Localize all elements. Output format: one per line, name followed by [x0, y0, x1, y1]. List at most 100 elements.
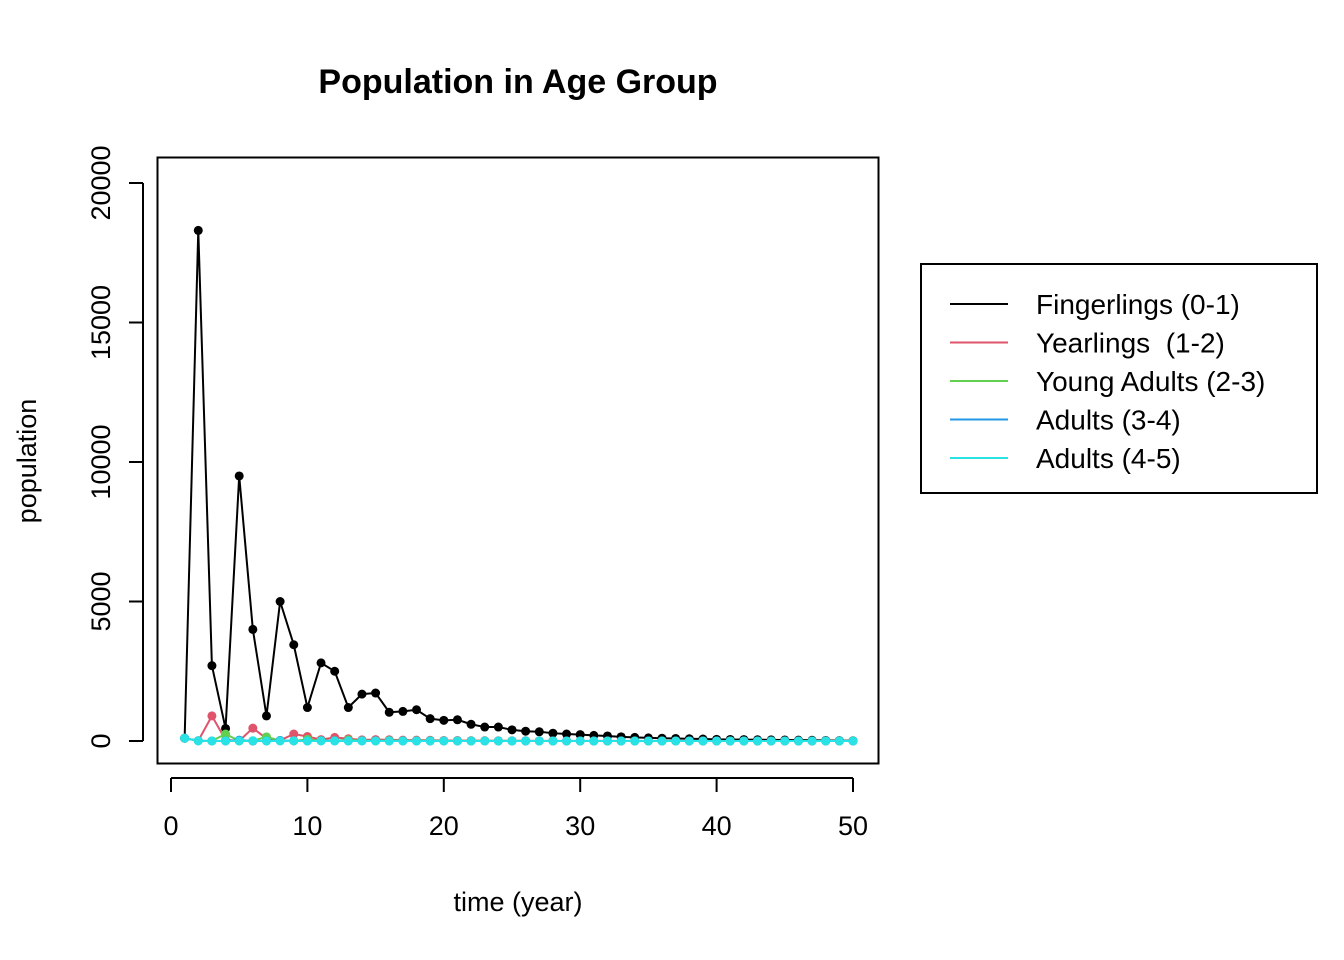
legend-label: Fingerlings (0-1)	[1036, 289, 1240, 320]
legend-label: Adults (3-4)	[1036, 405, 1181, 436]
data-point	[739, 736, 749, 746]
data-point	[521, 736, 531, 746]
data-point	[412, 705, 422, 715]
legend-label: Young Adults (2-3)	[1036, 366, 1265, 397]
data-point	[357, 689, 367, 699]
data-point	[575, 730, 585, 740]
data-point	[630, 736, 640, 746]
data-point	[343, 703, 353, 713]
data-point	[452, 715, 462, 725]
data-point	[507, 725, 517, 735]
data-point	[848, 736, 858, 746]
data-point	[439, 736, 449, 746]
legend: Fingerlings (0-1) Yearlings (1-2) Young Ad…	[920, 263, 1318, 494]
x-tick-label: 20	[429, 811, 459, 841]
x-tick-label: 10	[292, 811, 322, 841]
data-point	[289, 729, 299, 739]
data-point	[562, 736, 572, 746]
data-point	[589, 736, 599, 746]
legend-box	[920, 263, 1318, 494]
data-point	[193, 736, 203, 746]
series-line	[184, 713, 853, 742]
data-point	[384, 707, 394, 717]
data-point	[330, 666, 340, 676]
y-tick-label: 15000	[86, 285, 116, 360]
data-point	[834, 736, 844, 746]
chart-title: Population in Age Group	[318, 63, 717, 101]
data-point	[275, 736, 285, 746]
data-point	[493, 736, 503, 746]
y-tick-label: 10000	[86, 424, 116, 499]
x-tick-label: 0	[163, 811, 178, 841]
data-point	[671, 736, 681, 746]
data-point	[221, 729, 231, 739]
legend-label: Yearlings (1-2)	[1036, 328, 1225, 359]
data-point	[425, 714, 435, 724]
data-point	[548, 728, 558, 738]
data-point	[248, 723, 258, 733]
data-point	[452, 736, 462, 746]
data-point	[657, 736, 667, 746]
data-point	[316, 658, 326, 668]
data-point	[248, 736, 258, 746]
series-line	[183, 230, 854, 742]
y-tick-label: 20000	[86, 145, 116, 220]
data-point	[289, 736, 299, 746]
data-point	[193, 225, 203, 235]
data-point	[602, 736, 612, 746]
data-point	[439, 715, 449, 725]
x-tick-label: 50	[838, 811, 868, 841]
data-point	[180, 733, 190, 743]
data-point	[207, 711, 217, 721]
data-point	[753, 736, 763, 746]
data-point	[466, 719, 476, 729]
data-point	[302, 736, 312, 746]
data-point	[343, 736, 353, 746]
data-point	[398, 706, 408, 716]
data-point	[712, 736, 722, 746]
data-point	[425, 736, 435, 746]
data-point	[616, 736, 626, 746]
data-point	[412, 736, 422, 746]
data-point	[521, 726, 531, 736]
plot-frame	[156, 156, 880, 765]
data-point	[275, 597, 285, 606]
data-point	[493, 722, 503, 732]
data-point	[480, 736, 490, 746]
legend-label: Adults (4-5)	[1036, 443, 1181, 474]
data-point	[793, 736, 803, 746]
y-axis: 0 5000 10000 15000 20000	[86, 145, 144, 749]
data-point	[534, 727, 544, 737]
y-tick-label: 0	[86, 733, 116, 748]
data-point	[357, 736, 367, 746]
data-point	[234, 471, 244, 481]
series-group	[180, 733, 858, 746]
data-point	[371, 688, 381, 698]
data-point	[466, 736, 476, 746]
data-point	[780, 736, 790, 746]
x-tick-label: 30	[565, 811, 595, 841]
data-point	[643, 736, 653, 746]
data-point	[480, 722, 490, 732]
data-point	[302, 703, 312, 713]
data-point	[725, 736, 735, 746]
data-point	[534, 736, 544, 746]
data-point	[398, 736, 408, 746]
data-point	[684, 736, 694, 746]
y-axis-label: population	[12, 399, 42, 524]
data-point	[384, 736, 394, 746]
y-tick-label: 5000	[86, 571, 116, 631]
data-point	[289, 640, 299, 650]
data-point	[330, 736, 340, 746]
data-point	[507, 736, 517, 746]
data-point	[221, 736, 231, 746]
data-point	[261, 736, 271, 746]
data-point	[698, 736, 708, 746]
data-point	[207, 661, 217, 671]
data-point	[316, 736, 326, 746]
data-point	[234, 736, 244, 746]
data-point	[371, 736, 381, 746]
data-point	[261, 711, 271, 721]
data-point	[248, 624, 258, 634]
